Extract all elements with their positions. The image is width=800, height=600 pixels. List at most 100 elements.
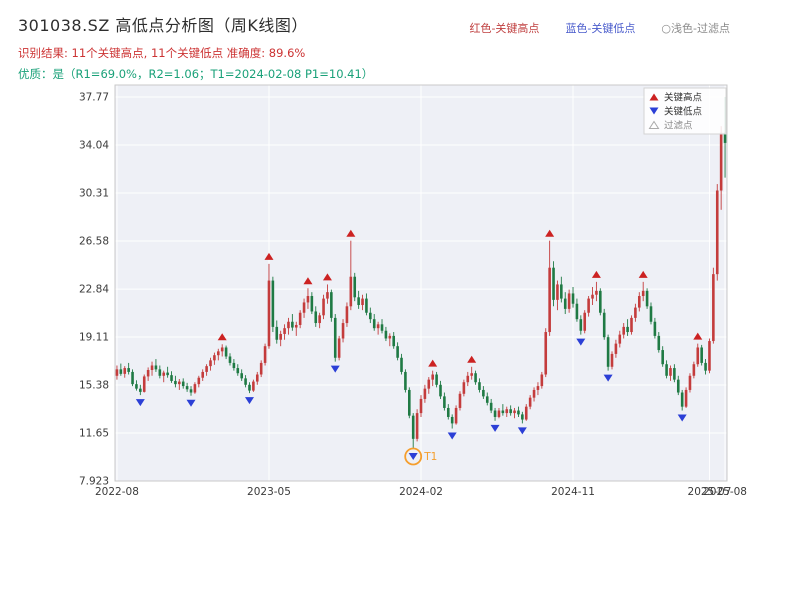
candle-body	[404, 371, 407, 390]
candle-body	[267, 280, 271, 347]
candle-body	[333, 317, 337, 358]
candle-body	[450, 416, 454, 424]
candle-body	[337, 338, 341, 358]
x-tick-label: 2024-11	[551, 486, 595, 498]
legend-item-label: 关键低点	[664, 106, 703, 118]
candle-body	[560, 284, 563, 299]
key-low-marker	[330, 365, 340, 373]
candle-body	[294, 324, 298, 328]
candle-body	[673, 368, 676, 380]
candle-body	[618, 334, 622, 344]
candle-body	[470, 373, 473, 376]
candle-body	[263, 346, 267, 363]
candle-body	[532, 389, 536, 398]
key-high-marker	[428, 359, 438, 367]
candle-body	[205, 366, 208, 372]
candle-body	[170, 375, 173, 381]
candle-body	[544, 332, 548, 375]
x-tick-label: 2022-08	[95, 486, 139, 498]
candle-body	[271, 280, 275, 327]
y-tick-label: 7.923	[79, 476, 109, 488]
candle-body	[575, 303, 579, 320]
candle-body	[146, 369, 150, 377]
key-high-marker	[693, 332, 703, 340]
key-high-marker	[322, 273, 332, 281]
candle-body	[232, 362, 236, 369]
candle-body	[189, 389, 193, 393]
x-tick-label: 2025-08	[703, 486, 747, 498]
candle-body	[563, 298, 567, 309]
top-legend: 红色-关键高点 蓝色-关键低点 ○浅色-过滤点	[469, 20, 730, 36]
y-tick-label: 26.58	[79, 235, 109, 247]
candle-body	[248, 384, 251, 391]
candle-body	[213, 355, 216, 361]
candle-body	[380, 324, 384, 331]
key-high-markers	[217, 229, 703, 367]
key-low-marker	[677, 414, 687, 422]
candle-body	[224, 347, 228, 357]
quality-result-line: 优质：是（R1=69.0%，R2=1.06；T1=2024-02-08 P1=1…	[18, 67, 374, 81]
candle-body	[357, 297, 360, 306]
key-high-marker	[264, 252, 274, 260]
candle-body	[665, 364, 668, 376]
candle-body	[314, 311, 318, 324]
candle-body	[135, 384, 138, 389]
candle-body	[513, 410, 516, 414]
key-high-marker	[545, 229, 555, 237]
key-low-marker	[447, 432, 457, 440]
candle-body	[185, 386, 189, 390]
candle-body	[692, 364, 696, 376]
candle-body	[591, 294, 594, 299]
candle-body	[489, 402, 493, 411]
candle-body	[252, 381, 255, 391]
candle-body	[637, 296, 641, 308]
candle-body	[458, 393, 462, 408]
key-low-marker	[135, 399, 145, 407]
candle-body	[521, 414, 524, 420]
candle-body	[142, 376, 146, 392]
candle-body	[174, 380, 177, 385]
candle-body	[236, 368, 240, 374]
candle-body	[376, 324, 380, 329]
candle-body	[220, 347, 224, 352]
candle-body	[579, 319, 583, 331]
candle-body	[154, 365, 158, 370]
candle-body	[443, 396, 446, 408]
candle-body	[127, 368, 130, 372]
key-high-marker	[638, 270, 648, 278]
candle-body	[197, 377, 201, 385]
candle-body	[493, 410, 497, 417]
y-tick-label: 37.77	[79, 91, 109, 103]
candle-body	[478, 382, 481, 390]
candle-body	[536, 386, 540, 390]
candle-body	[318, 315, 321, 324]
candle-body	[587, 298, 590, 313]
candle-body	[396, 346, 399, 358]
candle-body	[384, 330, 388, 339]
candle-body	[162, 372, 166, 376]
candle-body	[509, 409, 512, 414]
legend-key-high-label: 红色-关键高点	[469, 22, 540, 35]
key-low-markers	[135, 338, 687, 461]
candle-body	[181, 381, 185, 387]
key-high-marker	[591, 270, 601, 278]
key-high-marker	[303, 277, 313, 285]
candle-body	[115, 369, 119, 376]
candle-body	[298, 312, 302, 325]
candle-body	[302, 302, 306, 313]
candle-body	[669, 368, 672, 376]
candle-body	[150, 365, 154, 370]
candle-body	[556, 284, 559, 300]
candle-body	[287, 321, 290, 329]
candle-body	[279, 333, 282, 340]
candle-body	[392, 335, 396, 347]
candle-body	[700, 347, 703, 363]
legend-item-label: 过滤点	[664, 120, 693, 132]
y-tick-label: 11.65	[79, 428, 109, 440]
chart-legend-box	[643, 87, 727, 135]
key-low-marker	[603, 374, 613, 382]
candle-body	[645, 290, 649, 307]
key-low-marker	[517, 427, 527, 435]
candle-body	[501, 410, 505, 414]
